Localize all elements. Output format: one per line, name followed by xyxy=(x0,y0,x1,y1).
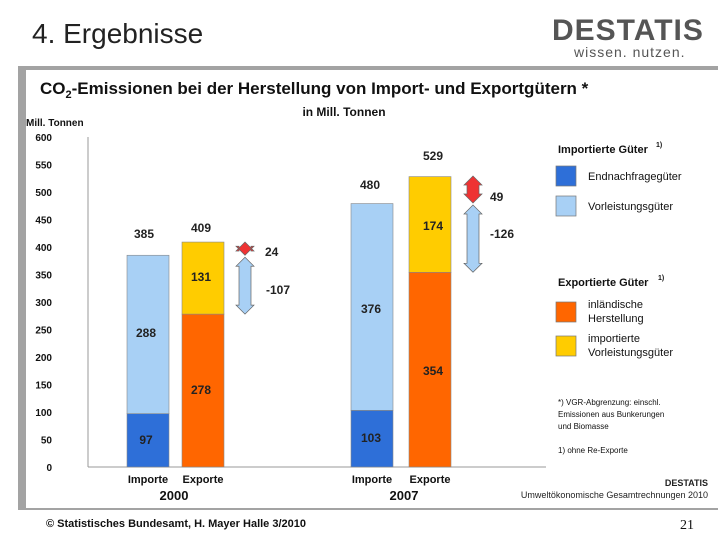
data-label-importe-2000-2: 288 xyxy=(136,326,156,340)
footnote-line: Emissionen aus Bunkerungen xyxy=(558,410,664,419)
footnote-line: und Biomasse xyxy=(558,422,609,431)
legend-export-superscript: 1) xyxy=(658,275,664,282)
legend-label: importierte xyxy=(588,333,640,345)
bar-segment-exporte-2007-1 xyxy=(408,272,452,468)
legend-label: Endnachfragegüter xyxy=(588,171,682,183)
data-label-importe-2007-2: 376 xyxy=(361,302,381,316)
y-tick-label: 350 xyxy=(35,271,52,282)
y-tick-label: 200 xyxy=(35,353,52,364)
x-group-label-2000: 2000 xyxy=(160,488,189,503)
diff-label-pos-2007: 49 xyxy=(490,190,504,204)
total-label-exporte-2007: 529 xyxy=(423,149,443,163)
bar-segment-exporte-2000-2 xyxy=(181,241,225,315)
chart-title: CO2-Emissionen bei der Herstellung von I… xyxy=(40,79,589,101)
y-axis-label: Mill. Tonnen xyxy=(26,118,84,129)
data-label-importe-2007-1: 103 xyxy=(361,431,381,445)
x-category-label: Exporte xyxy=(410,474,451,486)
legend-label: Herstellung xyxy=(588,313,644,325)
total-label-exporte-2000: 409 xyxy=(191,221,211,235)
legend-label: Vorleistungsgüter xyxy=(588,201,673,213)
y-tick-label: 500 xyxy=(35,188,52,199)
legend-swatch-3 xyxy=(555,301,577,323)
y-tick-label: 0 xyxy=(46,463,52,474)
co2-emissions-chart: CO2-Emissionen bei der Herstellung von I… xyxy=(26,79,708,503)
logo-brand: DESTATIS xyxy=(552,14,704,47)
bar-segment-importe-2007-2 xyxy=(350,203,394,411)
legend-label: inländische xyxy=(588,299,643,311)
legend-export-header: Exportierte Güter xyxy=(558,277,649,289)
data-label-importe-2000-1: 97 xyxy=(139,433,153,447)
data-label-exporte-2007-1: 354 xyxy=(423,364,443,378)
legend-import-superscript: 1) xyxy=(656,142,662,149)
bar-segment-importe-2000-1 xyxy=(126,413,170,468)
y-tick-label: 550 xyxy=(35,161,52,172)
x-category-label: Importe xyxy=(352,474,392,486)
diff-label-pos-2000: 24 xyxy=(265,245,279,259)
diff-label-neg-2007: -126 xyxy=(490,227,514,241)
legend-label: Vorleistungsgüter xyxy=(588,347,673,359)
y-tick-label: 150 xyxy=(35,381,52,392)
diff-arrow-pos-2000 xyxy=(235,241,255,256)
y-tick-label: 400 xyxy=(35,243,52,254)
copyright-footer: © Statistisches Bundesamt, H. Mayer Hall… xyxy=(46,518,306,530)
diff-arrow-neg-2000 xyxy=(235,256,255,315)
legend-swatch-1 xyxy=(555,165,577,187)
legend-swatch-4 xyxy=(555,335,577,357)
legend-swatch-2 xyxy=(555,195,577,217)
bar-segment-exporte-2007-2 xyxy=(408,176,452,273)
x-category-label: Importe xyxy=(128,474,168,486)
source-text: Umweltökonomische Gesamtrechnungen 2010 xyxy=(521,490,708,500)
x-group-label-2007: 2007 xyxy=(390,488,419,503)
diff-arrow-neg-2007 xyxy=(463,204,483,273)
y-tick-label: 100 xyxy=(35,408,52,419)
destatis-logo: DESTATIS wissen. nutzen. xyxy=(552,14,704,60)
source-brand: DESTATIS xyxy=(665,478,708,488)
y-tick-label: 50 xyxy=(41,436,53,447)
legend-import-header: Importierte Güter xyxy=(558,144,649,156)
diff-arrow-pos-2007 xyxy=(463,175,483,204)
diff-label-neg-2000: -107 xyxy=(266,283,290,297)
total-label-importe-2007: 480 xyxy=(360,178,380,192)
data-label-exporte-2000-1: 278 xyxy=(191,383,211,397)
page-number: 21 xyxy=(680,518,694,533)
chart-subtitle: in Mill. Tonnen xyxy=(302,105,385,119)
bar-segment-importe-2000-2 xyxy=(126,254,170,414)
footnote-line: *) VGR-Abgrenzung: einschl. xyxy=(558,398,661,407)
x-category-label: Exporte xyxy=(183,474,224,486)
slide-title: 4. Ergebnisse xyxy=(32,18,204,49)
total-label-importe-2000: 385 xyxy=(134,227,154,241)
y-tick-label: 250 xyxy=(35,326,52,337)
y-tick-label: 600 xyxy=(35,133,52,144)
footnote-line: 1) ohne Re-Exporte xyxy=(558,446,628,455)
y-tick-label: 450 xyxy=(35,216,52,227)
y-tick-label: 300 xyxy=(35,298,52,309)
data-label-exporte-2000-2: 131 xyxy=(191,270,211,284)
logo-tagline: wissen. nutzen. xyxy=(574,44,686,60)
data-label-exporte-2007-2: 174 xyxy=(423,219,443,233)
chart-panel: CO2-Emissionen bei der Herstellung von I… xyxy=(26,70,718,508)
